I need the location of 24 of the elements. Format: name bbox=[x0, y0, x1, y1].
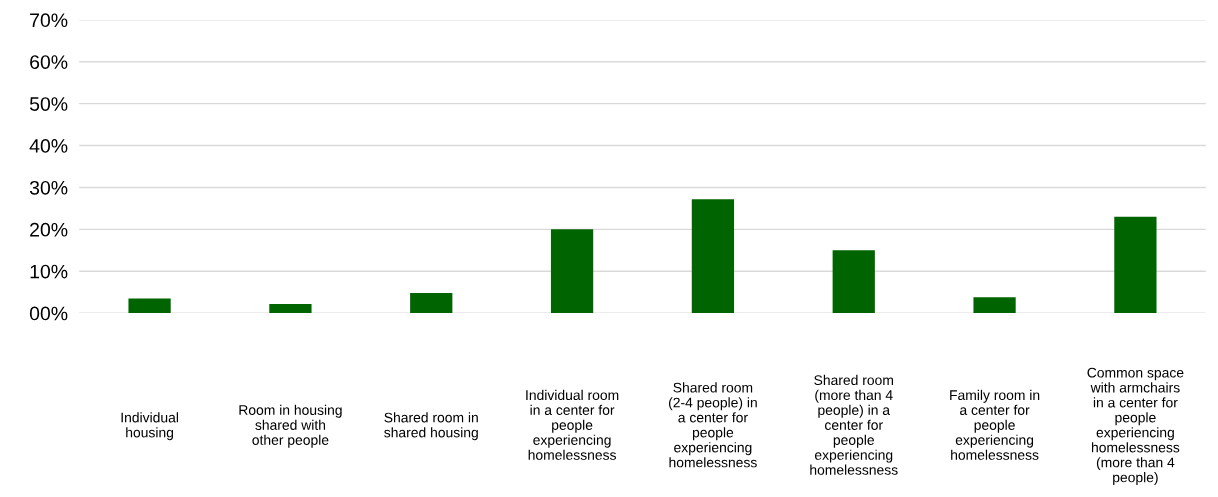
y-tick-label: 10% bbox=[30, 264, 68, 279]
x-tick-label: Shared room in shared housing bbox=[384, 412, 478, 441]
y-tick-label: 40% bbox=[29, 139, 68, 153]
bar bbox=[1114, 216, 1157, 314]
x-tick-label: Shared room (more than 4 people) in a center for people experiencing homelessness bbox=[810, 374, 898, 475]
x-tick-label: Individual room in a center for people experiencing homelessness bbox=[526, 389, 619, 460]
x-tick-label: Shared room (2-4 people) in a center for people experiencing homelessness bbox=[669, 382, 757, 468]
y-tick-label: 20% bbox=[30, 222, 68, 237]
bar bbox=[550, 229, 594, 314]
y-tick-label: 30% bbox=[29, 180, 68, 195]
y-tick-label: 60% bbox=[30, 55, 68, 70]
y-tick-label: 70% bbox=[30, 13, 68, 28]
bar bbox=[410, 293, 453, 314]
x-tick-label: Common space with armchairs in a center for people experiencing homelessness (more than 4 people) bbox=[1087, 367, 1184, 486]
y-tick-label: 00% bbox=[29, 306, 68, 321]
x-tick-label: Individual housing bbox=[121, 412, 178, 441]
bar bbox=[269, 303, 312, 314]
bar bbox=[832, 250, 875, 314]
x-tick-label: Family room in a center for people experiencing homelessness bbox=[950, 389, 1040, 460]
y-tick-label: 50% bbox=[29, 97, 68, 111]
bar bbox=[973, 297, 1016, 314]
bar bbox=[128, 298, 171, 314]
bar bbox=[691, 199, 735, 314]
x-tick-label: Room in housing shared with other people bbox=[239, 404, 342, 448]
